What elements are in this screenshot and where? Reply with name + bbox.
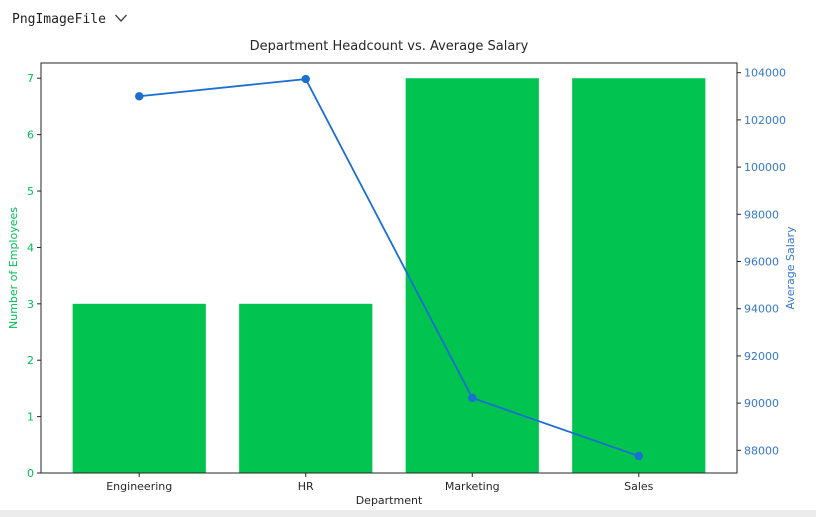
line-point-sales bbox=[634, 451, 643, 461]
line-point-engineering bbox=[135, 92, 144, 101]
right-tick-label: 100000 bbox=[744, 161, 786, 174]
bar-hr bbox=[239, 303, 373, 473]
x-axis-label: Department bbox=[356, 494, 423, 507]
chevron-down-icon bbox=[113, 11, 129, 31]
left-tick-label: 3 bbox=[27, 298, 34, 311]
right-tick-label: 88000 bbox=[744, 444, 779, 457]
chart-image: 0 1 2 3 4 5 6 7 88000 90000 92000 94000 96000 98000 10… bbox=[7, 39, 797, 507]
x-tick-label-hr: HR bbox=[298, 480, 314, 493]
line-point-marketing bbox=[468, 393, 477, 403]
left-tick-label: 6 bbox=[27, 129, 34, 142]
right-tick-label: 90000 bbox=[744, 397, 779, 410]
line-point-hr bbox=[301, 74, 310, 84]
bar-marketing bbox=[405, 78, 539, 473]
plot-frame bbox=[40, 62, 738, 474]
salary-line bbox=[139, 78, 640, 457]
x-tick-label-sales: Sales bbox=[624, 480, 654, 493]
right-tick-label: 94000 bbox=[744, 303, 779, 316]
output-mimetype-selector[interactable]: PngImageFile bbox=[10, 7, 131, 33]
left-tick-label: 7 bbox=[27, 72, 34, 85]
right-tick-label: 98000 bbox=[744, 208, 779, 221]
output-mimetype-label: PngImageFile bbox=[12, 12, 106, 27]
x-tick-label-engineering: Engineering bbox=[106, 480, 172, 493]
left-tick-label: 5 bbox=[27, 185, 34, 198]
chart-title: Department Headcount vs. Average Salary bbox=[250, 39, 529, 54]
x-tick-label-marketing: Marketing bbox=[445, 480, 500, 493]
right-tick-label: 92000 bbox=[744, 350, 779, 363]
cell-divider bbox=[0, 510, 816, 517]
left-y-axis-label: Number of Employees bbox=[7, 207, 20, 329]
bar-sales bbox=[572, 78, 706, 473]
right-y-axis-label: Average Salary bbox=[784, 226, 797, 310]
right-tick-label: 96000 bbox=[744, 256, 779, 269]
chart-output-image: 0 1 2 3 4 5 6 7 88000 90000 92000 94000 96000 98000 10… bbox=[0, 26, 816, 510]
left-tick-label: 4 bbox=[27, 241, 34, 254]
right-tick-label: 102000 bbox=[744, 114, 786, 127]
right-tick-label: 104000 bbox=[744, 67, 786, 80]
left-tick-label: 2 bbox=[27, 354, 34, 367]
left-tick-label: 1 bbox=[27, 411, 34, 424]
bar-engineering bbox=[72, 303, 206, 473]
left-tick-label: 0 bbox=[27, 467, 34, 480]
